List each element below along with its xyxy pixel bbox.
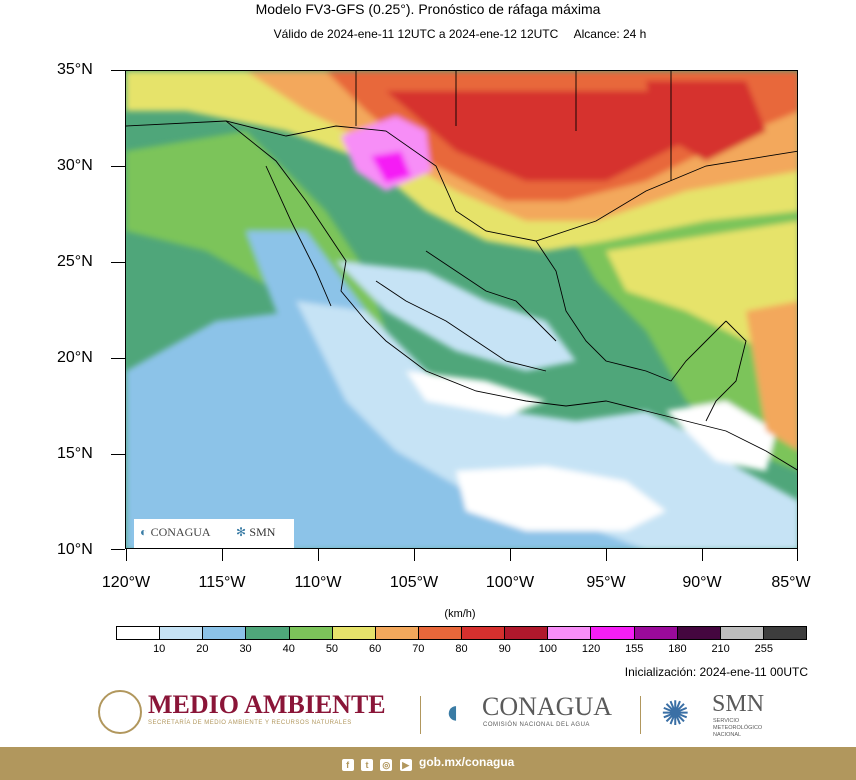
facebook-icon[interactable]: f xyxy=(341,759,354,771)
colorbar-label: 100 xyxy=(538,643,558,655)
colorbar-swatch xyxy=(418,627,462,639)
colorbar-swatch xyxy=(591,627,635,639)
colorbar-label: 40 xyxy=(282,643,295,655)
footer-logos: MEDIO AMBIENTE SECRETARÍA DE MEDIO AMBIE… xyxy=(0,686,856,744)
logo-separator xyxy=(640,696,641,734)
lon-tick xyxy=(318,549,319,561)
inset-smn-logo: ✻ SMN xyxy=(236,525,276,539)
website-link[interactable]: gob.mx/conagua xyxy=(419,755,515,769)
smn-logo: SMN xyxy=(712,691,765,717)
forecast-map: ◐ CONAGUA ✻ SMN xyxy=(125,70,798,549)
lon-label-120: 120°W xyxy=(101,574,151,591)
colorbar-label: 10 xyxy=(153,643,166,655)
colorbar-label: 210 xyxy=(711,643,730,655)
map-title: Modelo FV3-GFS (0.25°). Pronóstico de rá… xyxy=(255,1,601,17)
lon-label-90: 90°W xyxy=(682,574,722,591)
lat-label-10: 10°N xyxy=(57,541,93,558)
lat-tick xyxy=(111,454,125,455)
lat-tick xyxy=(111,358,125,359)
colorbar-swatch xyxy=(332,627,376,639)
medio-ambiente-logo: MEDIO AMBIENTE xyxy=(148,690,386,719)
colorbar-swatch xyxy=(720,627,764,639)
map-subtitle: Válido de 2024-ene-11 12UTC a 2024-ene-1… xyxy=(0,27,856,41)
colorbar-label: 60 xyxy=(369,643,382,655)
colorbar-swatch xyxy=(117,627,161,639)
lat-label-25: 25°N xyxy=(57,253,93,270)
lat-tick xyxy=(111,262,125,263)
lon-tick xyxy=(126,549,127,561)
lat-label-35: 35°N xyxy=(57,61,93,78)
lat-label-30: 30°N xyxy=(57,157,93,174)
wind-gust-field xyxy=(126,71,797,548)
lon-label-100: 100°W xyxy=(485,574,535,591)
colorbar-swatch xyxy=(160,627,204,639)
colorbar-label: 70 xyxy=(412,643,425,655)
colorbar xyxy=(116,626,807,640)
colorbar-swatch xyxy=(462,627,506,639)
lon-label-85: 85°W xyxy=(771,574,811,591)
lon-tick xyxy=(702,549,703,561)
colorbar-label: 120 xyxy=(581,643,601,655)
colorbar-label: 255 xyxy=(754,643,773,655)
lon-tick xyxy=(222,549,223,561)
logo-separator xyxy=(420,696,421,734)
colorbar-swatch xyxy=(505,627,549,639)
footer-bar: f t ◎ ▶ gob.mx/conagua xyxy=(0,747,856,780)
inset-conagua-logo: ◐ CONAGUA xyxy=(140,525,211,539)
forecast-range: Alcance: 24 h xyxy=(573,27,647,41)
mexico-seal-icon xyxy=(98,690,142,734)
medio-ambiente-sub: SECRETARÍA DE MEDIO AMBIENTE Y RECURSOS … xyxy=(148,720,352,726)
instagram-icon[interactable]: ◎ xyxy=(380,759,393,771)
colorbar-swatch xyxy=(246,627,290,639)
colorbar-swatch xyxy=(375,627,419,639)
conagua-sub: COMISIÓN NACIONAL DEL AGUA xyxy=(483,722,590,728)
smn-sub: SERVICIO METEOROLÓGICO NACIONAL xyxy=(713,718,763,738)
lon-label-95: 95°W xyxy=(586,574,626,591)
twitter-icon[interactable]: t xyxy=(360,759,373,771)
youtube-icon[interactable]: ▶ xyxy=(399,759,412,771)
colorbar-label: 50 xyxy=(325,643,339,655)
lon-label-110: 110°W xyxy=(294,574,342,591)
colorbar-units: (km/h) xyxy=(444,608,476,620)
smn-swirl-icon: ✺ xyxy=(661,695,690,733)
colorbar-label: 30 xyxy=(239,643,252,655)
lat-label-15: 15°N xyxy=(57,445,93,462)
lon-tick xyxy=(606,549,607,561)
conagua-logo: CONAGUA xyxy=(482,692,612,721)
colorbar-label: 155 xyxy=(625,643,644,655)
colorbar-label: 80 xyxy=(455,643,468,655)
colorbar-swatch xyxy=(634,627,678,639)
conagua-drop-icon: ◖ xyxy=(442,693,463,731)
lon-tick xyxy=(797,549,798,561)
colorbar-label: 90 xyxy=(498,643,511,655)
lat-tick xyxy=(111,166,125,167)
lat-tick xyxy=(111,70,125,71)
social-links: f t ◎ ▶ gob.mx/conagua xyxy=(0,755,856,771)
initialization-label: Inicialización: 2024-ene-11 00UTC xyxy=(624,665,808,679)
colorbar-swatch xyxy=(763,627,806,639)
inset-logo-box xyxy=(134,519,294,548)
colorbar-swatch xyxy=(677,627,721,639)
colorbar-swatch xyxy=(203,627,247,639)
colorbar-swatch xyxy=(289,627,333,639)
lat-label-20: 20°N xyxy=(57,349,93,366)
colorbar-swatch xyxy=(548,627,592,639)
colorbar-label: 20 xyxy=(196,643,209,655)
colorbar-label: 180 xyxy=(668,643,687,655)
lat-tick xyxy=(111,549,125,550)
valid-period: Válido de 2024-ene-11 12UTC a 2024-ene-1… xyxy=(273,27,559,41)
lon-tick xyxy=(510,549,511,561)
lon-tick xyxy=(414,549,415,561)
lon-label-115: 115°W xyxy=(198,574,246,591)
lon-label-105: 105°W xyxy=(389,574,439,591)
